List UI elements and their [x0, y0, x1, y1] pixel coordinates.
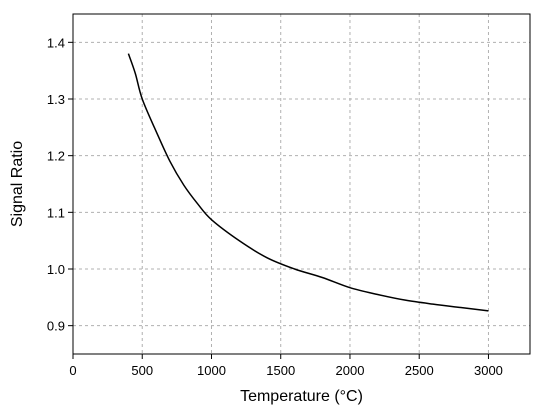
x-axis-label: Temperature (°C) [240, 388, 363, 405]
grid-lines [73, 14, 530, 354]
y-tick-labels: 0.9 1.0 1.1 1.2 1.3 1.4 [47, 35, 65, 333]
x-tick-label: 2000 [336, 363, 365, 378]
y-tick-label: 1.1 [47, 205, 65, 220]
x-tick-label: 3000 [474, 363, 503, 378]
axis-ticks [68, 41, 489, 359]
x-tick-label: 0 [69, 363, 76, 378]
x-tick-label: 1000 [197, 363, 226, 378]
y-tick-label: 1.4 [47, 35, 65, 50]
y-tick-label: 1.0 [47, 262, 65, 277]
plot-frame [72, 13, 531, 355]
x-tick-labels: 0 500 1000 1500 2000 2500 3000 [69, 363, 503, 378]
x-tick-label: 2500 [405, 363, 434, 378]
y-tick-label: 1.3 [47, 92, 65, 107]
y-tick-label: 1.2 [47, 149, 65, 164]
y-axis-label: Signal Ratio [9, 141, 26, 227]
series-line [127, 53, 489, 312]
y-tick-label: 0.9 [47, 319, 65, 334]
x-tick-label: 1500 [266, 363, 295, 378]
x-tick-label: 500 [131, 363, 153, 378]
